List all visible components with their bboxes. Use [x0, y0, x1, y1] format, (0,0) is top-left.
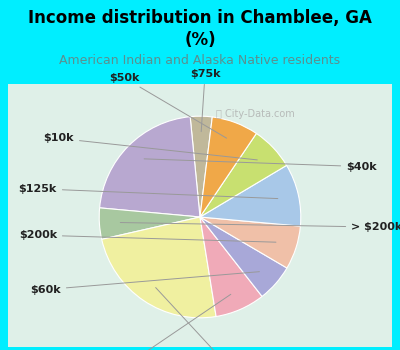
Text: $50k: $50k: [109, 73, 226, 138]
Wedge shape: [200, 217, 262, 316]
Wedge shape: [190, 116, 212, 217]
Text: $200k: $200k: [19, 230, 276, 242]
Text: $30k: $30k: [156, 288, 246, 350]
Text: $10k: $10k: [44, 133, 257, 160]
Text: $75k: $75k: [190, 69, 220, 132]
Wedge shape: [100, 117, 200, 217]
Wedge shape: [200, 117, 256, 217]
Text: American Indian and Alaska Native residents: American Indian and Alaska Native reside…: [60, 54, 340, 67]
Text: Income distribution in Chamblee, GA
(%): Income distribution in Chamblee, GA (%): [28, 9, 372, 49]
Wedge shape: [200, 217, 300, 268]
Wedge shape: [102, 217, 216, 318]
Text: $40k: $40k: [144, 159, 377, 172]
FancyBboxPatch shape: [8, 84, 392, 346]
Text: $125k: $125k: [19, 184, 278, 198]
Wedge shape: [200, 166, 301, 226]
Text: > $200k: > $200k: [120, 222, 400, 232]
Text: ⓘ City-Data.com: ⓘ City-Data.com: [216, 109, 295, 119]
Wedge shape: [200, 217, 287, 296]
Text: $60k: $60k: [30, 272, 260, 295]
Wedge shape: [200, 133, 286, 217]
Text: $20k: $20k: [114, 294, 231, 350]
Wedge shape: [99, 208, 200, 239]
